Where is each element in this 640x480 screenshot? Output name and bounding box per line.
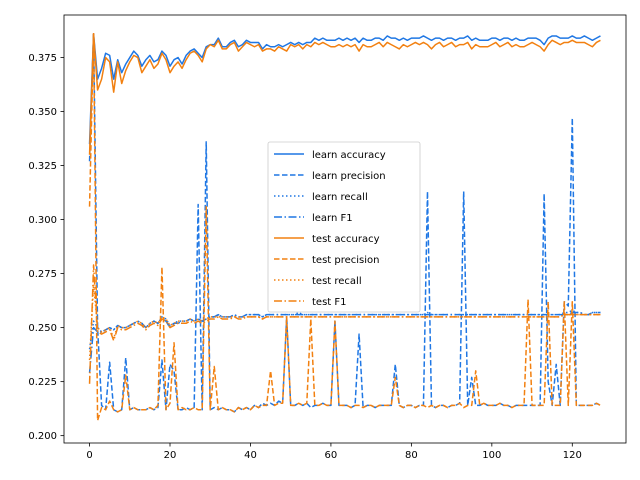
- legend-label: test precision: [312, 255, 380, 266]
- x-tick-label: 80: [405, 450, 418, 461]
- series-line-learn-accuracy: [88, 33, 601, 145]
- legend-label: learn F1: [312, 213, 353, 224]
- series-line-test-precision: [88, 33, 601, 422]
- y-tick-label: 0.275: [28, 269, 57, 280]
- y-tick-label: 0.350: [28, 107, 57, 118]
- legend-label: test F1: [312, 297, 347, 308]
- y-tick-label: 0.225: [28, 377, 57, 388]
- x-tick-label: 120: [563, 450, 582, 461]
- x-tick-label: 40: [244, 450, 257, 461]
- y-tick-label: 0.325: [28, 161, 57, 172]
- plot-area: 0 20 40 60 80 100 120 0.200 0.225 0.250 0.275 0.30…: [28, 14, 627, 461]
- y-tick-label: 0.300: [28, 215, 57, 226]
- x-tick-label: 100: [482, 450, 501, 461]
- y-axis-ticks: 0.200 0.225 0.250 0.275 0.300 0.325 0.350 0.375: [28, 53, 64, 442]
- series-line-test-recall: [88, 283, 601, 361]
- legend-box: [267, 141, 421, 313]
- axes-frame: [63, 14, 627, 444]
- y-tick-label: 0.375: [28, 53, 57, 64]
- series-line-test-accuracy: [88, 33, 601, 155]
- legend: learn accuracy learn precision learn recal…: [267, 141, 421, 313]
- legend-label: learn accuracy: [312, 150, 386, 161]
- y-tick-label: 0.200: [28, 431, 57, 442]
- legend-label: learn precision: [312, 171, 386, 182]
- legend-label: test accuracy: [312, 234, 380, 245]
- y-tick-label: 0.250: [28, 323, 57, 334]
- x-tick-label: 60: [325, 450, 338, 461]
- x-tick-label: 0: [86, 450, 92, 461]
- series-layer: [88, 33, 601, 422]
- x-axis-ticks: 0 20 40 60 80 100 120: [86, 443, 582, 461]
- legend-label: test recall: [312, 276, 362, 287]
- x-tick-label: 20: [164, 450, 177, 461]
- series-line-test-f1: [88, 264, 601, 384]
- legend-label: learn recall: [312, 192, 368, 203]
